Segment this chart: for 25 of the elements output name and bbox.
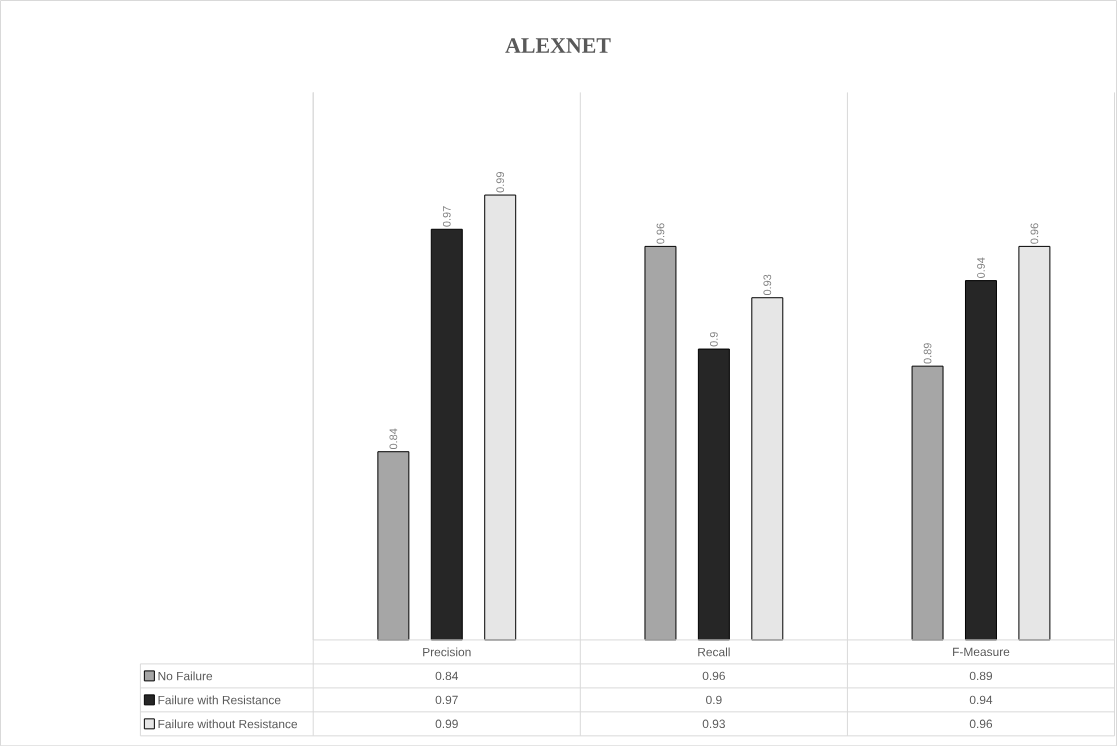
text: 0.93 <box>702 719 725 728</box>
legend-label: Failure without Resistance <box>158 719 298 729</box>
data-label: 0.99 <box>496 171 505 193</box>
legend-label: Failure with Resistance <box>158 695 281 705</box>
x-tick-label: Precision <box>423 647 471 657</box>
text: 0.96 <box>702 671 725 680</box>
text: 0.84 <box>435 671 459 680</box>
data-label: 0.94 <box>977 257 985 278</box>
text: 0.94 <box>969 695 993 704</box>
data-label: 0.96 <box>656 223 665 244</box>
text: 0.96 <box>969 719 993 728</box>
x-tick-label: F-Measure <box>953 647 1010 656</box>
data-label: 0.9 <box>710 331 718 347</box>
text: 0.9 <box>706 695 722 704</box>
data-label: 0.89 <box>923 343 932 364</box>
legend-label: No Failure <box>158 671 213 681</box>
data-label: 0.97 <box>442 206 451 227</box>
data-label: 0.96 <box>1030 223 1039 244</box>
text: 0.99 <box>435 719 458 728</box>
data-label: 0.84 <box>389 428 398 449</box>
chart-title: ALEXNET <box>505 38 611 53</box>
text: 0.97 <box>435 695 458 704</box>
x-tick-label: Recall <box>698 647 730 657</box>
data-label: 0.93 <box>763 274 772 295</box>
text: 0.89 <box>969 671 993 680</box>
